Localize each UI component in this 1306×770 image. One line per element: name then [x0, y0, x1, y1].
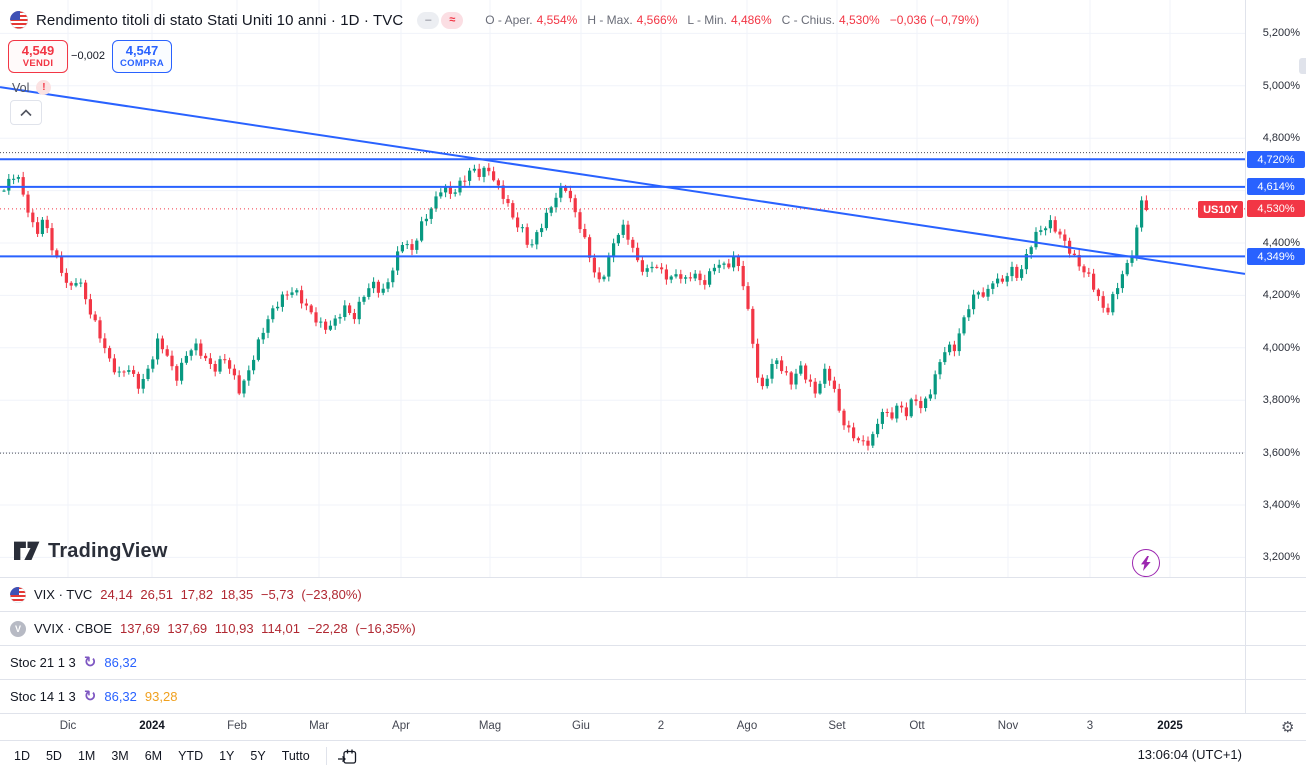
indicator-values: 137,69 137,69 110,93 114,01 −22,28 (−16,… — [120, 621, 416, 636]
timeframe-1y[interactable]: 1Y — [219, 749, 235, 763]
time-tick: Ago — [736, 720, 758, 732]
indicator-row-stoch-21[interactable]: Stoc 21 1 3 ↻ 86,32 — [0, 646, 1306, 680]
buy-button[interactable]: 4,547 COMPRA — [112, 40, 172, 73]
time-tick: Feb — [227, 720, 247, 732]
level-price-badge: 4,349% — [1247, 248, 1305, 265]
change-value: −0,036 (−0,79%) — [889, 13, 980, 27]
indicator-row-vvix[interactable]: V VVIX · CBOE 137,69 137,69 110,93 114,0… — [0, 612, 1306, 646]
stoch-k-value: 86,32 — [104, 689, 137, 704]
time-tick: 3 — [1086, 720, 1094, 732]
hide-series-pill[interactable]: – — [417, 11, 440, 29]
last-price-badge: 4,530% — [1247, 200, 1305, 217]
trend-and-level-lines[interactable] — [0, 86, 1245, 454]
price-tick: 3,400% — [1262, 499, 1300, 511]
time-tick: 2025 — [1157, 720, 1183, 732]
tradingview-watermark: TradingView — [14, 540, 168, 563]
spread-value: −0,002 — [71, 50, 105, 62]
time-tick: Dic — [59, 720, 77, 732]
time-tick: Set — [828, 720, 846, 732]
grid-lines — [0, 0, 1245, 577]
price-tick: 3,600% — [1262, 447, 1300, 459]
time-axis[interactable]: ⚙ Dic 2024 Feb Mar Apr Mag Giu 2 Ago Set Ott Nov 3 20… — [0, 713, 1306, 741]
calendar-arrow-icon — [337, 749, 356, 764]
time-tick: 2024 — [139, 720, 165, 732]
timeframe-bar: 1D 5D 1M 3M 6M YTD 1Y 5Y Tutto — [0, 746, 316, 766]
axis-settings-gear-icon[interactable]: ⚙ — [1281, 719, 1295, 736]
lightning-bolt-icon — [1141, 555, 1151, 571]
time-tick: Mar — [309, 720, 329, 732]
indicator-row-stoch-14[interactable]: Stoc 14 1 3 ↻ 86,32 93,28 — [10, 688, 178, 705]
realtime-lightning-icon[interactable] — [1132, 549, 1160, 577]
us-flag-icon — [10, 586, 26, 603]
price-line-symbol-badge: US10Y — [1198, 201, 1243, 218]
sell-button[interactable]: 4,549 VENDI — [8, 40, 68, 73]
price-tick: 4,800% — [1262, 132, 1300, 144]
stoch-d-value: 93,28 — [144, 689, 178, 704]
time-tick: Nov — [997, 720, 1019, 732]
chart-legend: Rendimento titoli di stato Stati Uniti 1… — [10, 11, 985, 29]
time-tick: Giu — [572, 720, 590, 732]
time-tick: Mag — [478, 720, 502, 732]
timeframe-ytd[interactable]: YTD — [178, 749, 204, 763]
timeframe-6m[interactable]: 6M — [144, 749, 163, 763]
tradingview-logo-icon — [14, 541, 40, 560]
symbol-title[interactable]: Rendimento titoli di stato Stati Uniti 1… — [36, 11, 404, 29]
ohlc-readout: O - Aper. 4,554% H - Max. 4,566% L - Min. 4… — [485, 13, 980, 27]
time-tick: Apr — [392, 720, 410, 732]
level-price-badge: 4,720% — [1247, 151, 1305, 168]
price-tick: 4,000% — [1262, 342, 1300, 354]
timeframe-1d[interactable]: 1D — [14, 749, 30, 763]
price-tick: 4,400% — [1262, 237, 1300, 249]
candles — [2, 163, 1148, 451]
bottom-toolbar: 1D 5D 1M 3M 6M YTD 1Y 5Y Tutto 13:06:04 (UTC+1) — [0, 740, 1306, 770]
level-price-badge: 4,614% — [1247, 178, 1305, 195]
reload-icon[interactable]: ↻ — [83, 688, 97, 705]
indicator-row-vix[interactable]: VIX · TVC 24,14 26,51 17,82 18,35 −5,73 … — [0, 578, 1306, 612]
time-tick: 2 — [657, 720, 665, 732]
price-axis[interactable]: 5,200% 5,000% 4,800% 4,400% 4,200% 4,000% 3,80… — [1245, 0, 1306, 713]
collapse-legend-button[interactable] — [10, 100, 42, 125]
timeframe-1m[interactable]: 1M — [77, 749, 96, 763]
session-clock[interactable]: 13:06:04 (UTC+1) — [1137, 747, 1242, 762]
price-tick: 4,200% — [1262, 289, 1300, 301]
volume-study-label[interactable]: Vol — [12, 80, 30, 95]
price-tick: 3,200% — [1262, 551, 1300, 563]
timeframe-5y[interactable]: 5Y — [250, 749, 266, 763]
price-tick: 5,000% — [1262, 80, 1300, 92]
price-tick: 5,200% — [1262, 27, 1300, 39]
indicator-pane-legends: VIX · TVC 24,14 26,51 17,82 18,35 −5,73 … — [0, 577, 1306, 713]
price-tick: 3,800% — [1262, 394, 1300, 406]
volume-warning-badge[interactable]: ! — [36, 80, 52, 95]
timeframe-3m[interactable]: 3M — [111, 749, 129, 763]
panel-grip[interactable] — [1299, 58, 1306, 74]
indicator-values: 24,14 26,51 17,82 18,35 −5,73 (−23,80%) — [100, 587, 362, 602]
go-to-date-button[interactable] — [337, 748, 357, 765]
time-tick: Ott — [909, 720, 925, 732]
toolbar-divider — [325, 747, 327, 765]
us-flag-icon — [10, 11, 28, 29]
timeframe-tutto[interactable]: Tutto — [281, 749, 310, 763]
wave-series-pill[interactable]: ≈ — [441, 11, 464, 29]
candlestick-chart[interactable] — [0, 0, 1245, 577]
stoch-k-value: 86,32 — [104, 655, 137, 670]
chevron-up-icon — [20, 108, 32, 116]
vvix-icon: V — [10, 620, 26, 637]
timeframe-5d[interactable]: 5D — [45, 749, 62, 763]
reload-icon[interactable]: ↻ — [83, 654, 97, 671]
